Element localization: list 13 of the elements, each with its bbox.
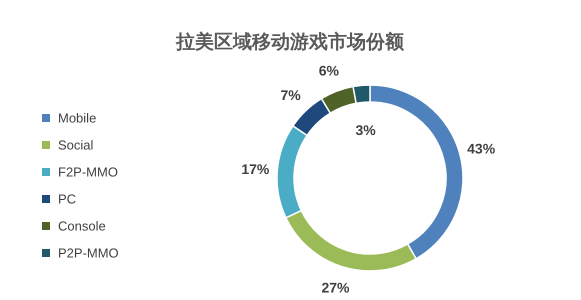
legend-label: Mobile [58,110,96,126]
legend-label: F2P-MMO [58,164,118,180]
data-label: 17% [241,161,270,178]
data-label: 3% [355,122,376,138]
legend-label: P2P-MMO [58,246,119,261]
legend-label: Console [58,218,106,234]
legend-label: Social [58,138,94,153]
chart-title: 拉美区域移动游戏市场份额 [175,31,405,53]
data-label: 7% [280,86,302,103]
data-label: 43% [467,140,496,156]
data-label: 6% [318,62,340,79]
legend-label: PC [58,192,76,207]
data-label: 27% [321,280,350,296]
